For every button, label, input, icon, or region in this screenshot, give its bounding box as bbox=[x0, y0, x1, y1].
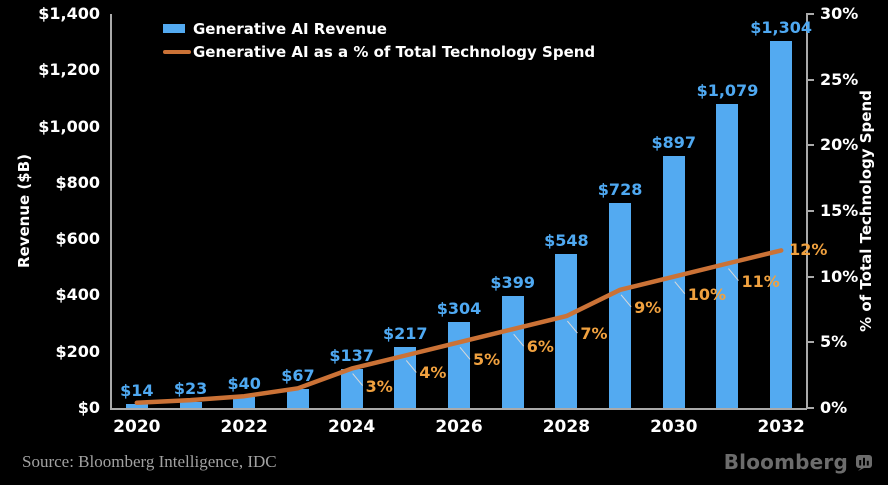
line-point-label: 5% bbox=[473, 350, 501, 370]
bar bbox=[179, 401, 202, 408]
right-axis-tick-label: 15% bbox=[820, 201, 859, 220]
left-axis-tick-label: $600 bbox=[55, 229, 100, 249]
bar-value-label: $304 bbox=[436, 299, 482, 319]
left-axis-tick-label: $1,200 bbox=[38, 60, 100, 80]
bar bbox=[394, 346, 417, 408]
x-axis-tick-label: 2030 bbox=[650, 417, 698, 437]
legend-item-revenue: Generative AI Revenue bbox=[163, 19, 595, 38]
right-axis-tick-mark bbox=[806, 275, 814, 278]
line-point-label: 6% bbox=[526, 337, 554, 357]
bar-value-label: $897 bbox=[651, 132, 697, 152]
x-axis-tick-label: 2032 bbox=[757, 417, 805, 437]
bar-value-label: $14 bbox=[120, 381, 154, 401]
left-axis-tick-label: $0 bbox=[77, 398, 100, 417]
x-axis-tick-label: 2022 bbox=[220, 417, 268, 437]
line-point-label: 4% bbox=[419, 363, 447, 383]
bar bbox=[770, 41, 793, 408]
bar bbox=[662, 155, 685, 408]
bar bbox=[233, 396, 256, 408]
bloomberg-logo: Bloomberg bbox=[724, 450, 874, 474]
bar bbox=[609, 203, 632, 408]
left-axis-tick-label: $200 bbox=[55, 341, 100, 361]
right-axis-tick-label: 30% bbox=[820, 4, 859, 23]
right-axis-tick-label: 0% bbox=[820, 398, 848, 417]
bar-value-label: $67 bbox=[281, 366, 315, 386]
bloomberg-bubble-icon bbox=[856, 454, 872, 471]
line-point-label: 7% bbox=[580, 324, 608, 344]
line-point-label: 12% bbox=[789, 240, 828, 260]
legend-line-swatch bbox=[163, 49, 193, 54]
bar-value-label: $728 bbox=[597, 180, 643, 200]
left-axis-tick-label: $1,000 bbox=[38, 116, 100, 136]
right-axis-tick-mark bbox=[806, 341, 814, 344]
source-text: Source: Bloomberg Intelligence, IDC bbox=[22, 452, 277, 471]
bar-value-label: $137 bbox=[329, 346, 374, 366]
line-point-label: 9% bbox=[634, 297, 662, 317]
right-axis-tick-mark bbox=[806, 78, 814, 81]
bar bbox=[716, 104, 739, 408]
right-axis-tick-label: 10% bbox=[820, 266, 859, 286]
right-axis-tick-label: 25% bbox=[820, 69, 859, 89]
bar bbox=[340, 369, 363, 408]
left-axis-tick-label: $800 bbox=[55, 172, 100, 192]
bar-value-label: $40 bbox=[227, 373, 261, 393]
right-axis-tick-label: 5% bbox=[820, 332, 848, 352]
bar-value-label: $217 bbox=[383, 323, 428, 343]
right-axis-title: % of Total Technology Spend bbox=[857, 90, 875, 332]
bar bbox=[448, 322, 470, 408]
x-axis-line bbox=[110, 408, 807, 410]
x-axis-tick-label: 2026 bbox=[435, 417, 483, 437]
legend-label-pct: Generative AI as a % of Total Technology… bbox=[193, 42, 596, 61]
right-axis-tick-mark bbox=[806, 407, 814, 409]
left-axis-tick-label: $400 bbox=[55, 285, 100, 305]
line-point-label: 3% bbox=[365, 376, 393, 396]
x-axis-tick-label: 2020 bbox=[113, 417, 161, 437]
line-point-label: 11% bbox=[741, 271, 780, 291]
bar bbox=[125, 404, 148, 408]
legend-item-pct: Generative AI as a % of Total Technology… bbox=[163, 42, 596, 61]
x-axis-tick-label: 2028 bbox=[542, 417, 591, 437]
right-axis-tick-mark bbox=[806, 144, 814, 147]
legend: Generative AI Revenue Generative AI as a… bbox=[163, 20, 595, 66]
bar bbox=[555, 253, 578, 408]
bar-value-label: $1,304 bbox=[750, 18, 813, 38]
legend-label-revenue: Generative AI Revenue bbox=[193, 19, 387, 38]
bar-value-label: $23 bbox=[173, 378, 208, 398]
bloomberg-logo-text: Bloomberg bbox=[723, 450, 848, 474]
right-axis-tick-label: 20% bbox=[820, 135, 859, 155]
left-axis-line bbox=[110, 14, 112, 409]
right-axis-tick-mark bbox=[806, 210, 814, 212]
x-axis-tick-label: 2024 bbox=[327, 417, 376, 437]
right-axis-tick-mark bbox=[806, 13, 814, 15]
legend-bar-swatch bbox=[163, 24, 193, 33]
left-axis-tick-label: $1,400 bbox=[38, 4, 100, 23]
bar-value-label: $548 bbox=[544, 230, 589, 250]
bar-value-label: $399 bbox=[490, 272, 535, 292]
bar bbox=[286, 389, 309, 408]
left-axis-title: Revenue ($B) bbox=[15, 153, 33, 269]
bar-value-label: $1,079 bbox=[696, 81, 759, 101]
line-point-label: 10% bbox=[687, 284, 727, 304]
bar bbox=[501, 295, 524, 408]
